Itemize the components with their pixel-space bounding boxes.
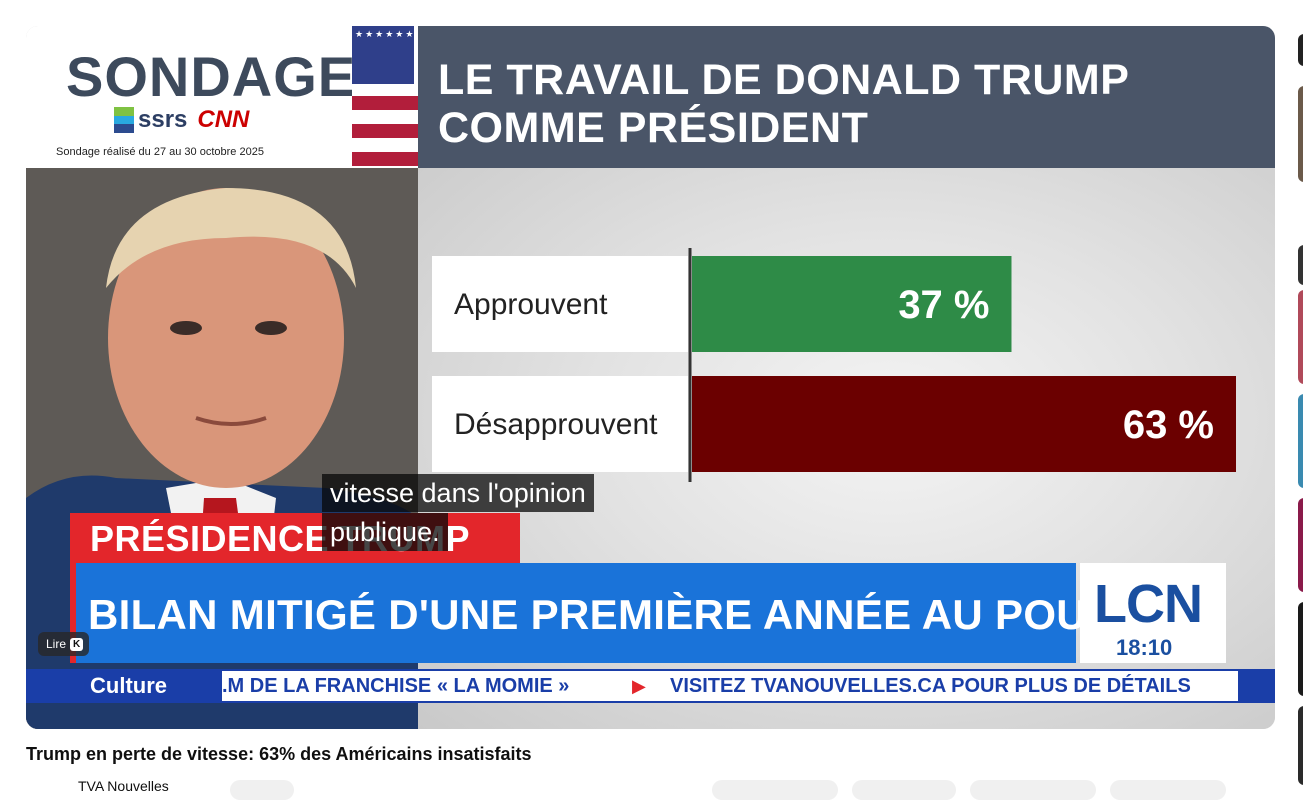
video-title: Trump en perte de vitesse: 63% des Améri… bbox=[26, 744, 532, 764]
bar bbox=[692, 256, 1012, 352]
bar-label-box bbox=[432, 376, 688, 472]
value-label: 63 % bbox=[1123, 403, 1214, 447]
sidebar-thumbnail[interactable] bbox=[1298, 290, 1303, 384]
keyboard-key-k: K bbox=[70, 637, 84, 651]
caption-line: publique. bbox=[322, 513, 448, 551]
ticker-category: Culture bbox=[90, 673, 167, 698]
banner-accent bbox=[70, 563, 76, 663]
value-label: 37 % bbox=[898, 283, 989, 327]
poll-header-box: SONDAGE ssrs CNN Sondage réalisé du 27 a… bbox=[26, 26, 355, 168]
category-label: Approuvent bbox=[454, 288, 608, 321]
broadcast-time: 18:10 bbox=[1116, 635, 1173, 660]
sidebar-thumbnail[interactable] bbox=[1298, 498, 1303, 592]
poll-date: Sondage réalisé du 27 au 30 octobre 2025 bbox=[56, 146, 264, 158]
save-button[interactable] bbox=[970, 780, 1096, 800]
sidebar-thumbnail[interactable] bbox=[1298, 34, 1303, 66]
main-banner: BILAN MITIGÉ D'UNE PREMIÈRE ANNÉE AU POU… bbox=[76, 563, 1191, 663]
like-button[interactable] bbox=[712, 780, 838, 800]
headline: LE TRAVAIL DE DONALD TRUMP COMME PRÉSIDE… bbox=[438, 56, 1129, 152]
ssrs-label: ssrs bbox=[138, 106, 188, 133]
poll-title: SONDAGE bbox=[66, 45, 357, 108]
channel-name[interactable]: TVA Nouvelles bbox=[78, 778, 169, 794]
category-label: Désapprouvent bbox=[454, 408, 658, 441]
flag-stripe bbox=[352, 152, 418, 166]
caption-line: vitesse dans l'opinion bbox=[322, 474, 594, 512]
ssrs-cnn-logo: ssrs CNN bbox=[114, 106, 249, 134]
subscribe-button[interactable] bbox=[230, 780, 294, 800]
bar bbox=[692, 376, 1236, 472]
us-flag-icon: ★★★★★★★★★★★★★★★★★★★★★★★★★★★★★★ bbox=[352, 26, 418, 168]
cnn-logo: CNN bbox=[197, 106, 250, 133]
section-banner: PRÉSIDENCE TRUMP bbox=[70, 513, 520, 563]
sidebar-thumbnail[interactable] bbox=[1298, 706, 1303, 785]
read-label: Lire bbox=[46, 637, 67, 651]
lcn-logo: LCN bbox=[1094, 574, 1203, 634]
share-button[interactable] bbox=[852, 780, 956, 800]
read-shortcut-button[interactable]: Lire K bbox=[38, 632, 90, 656]
news-ticker: Culture .M DE LA FRANCHISE « LA MOMIE » … bbox=[26, 669, 1275, 703]
flag-stripe bbox=[352, 96, 418, 110]
sidebar-thumbnail[interactable] bbox=[1298, 245, 1303, 285]
ssrs-mark-icon bbox=[114, 107, 134, 133]
flag-stripe bbox=[352, 124, 418, 138]
play-arrow-icon: ▶ bbox=[632, 676, 646, 696]
bar-label-box bbox=[432, 256, 688, 352]
sidebar-thumbnail[interactable] bbox=[1298, 602, 1303, 696]
ticker-strip: .M DE LA FRANCHISE « LA MOMIE » ▶ VISITE… bbox=[222, 671, 1238, 701]
bar-chart: Approuvent 37 % Désapprouvent 63 % bbox=[432, 248, 1236, 482]
headline-box: LE TRAVAIL DE DONALD TRUMP COMME PRÉSIDE… bbox=[418, 26, 1275, 168]
closed-captions: vitesse dans l'opinion publique. bbox=[322, 474, 594, 551]
sidebar-thumbnail[interactable] bbox=[1298, 394, 1303, 488]
ticker-text: .M DE LA FRANCHISE « LA MOMIE » bbox=[222, 675, 570, 697]
clip-button[interactable] bbox=[1110, 780, 1226, 800]
video-player[interactable]: SONDAGE ssrs CNN Sondage réalisé du 27 a… bbox=[26, 26, 1275, 729]
ticker-text: VISITEZ TVANOUVELLES.CA POUR PLUS DE DÉT… bbox=[670, 675, 1191, 697]
main-banner-label: BILAN MITIGÉ D'UNE PREMIÈRE ANNÉE AU POU… bbox=[88, 591, 1191, 638]
lcn-logo-box: LCN 18:10 bbox=[1080, 563, 1226, 663]
sidebar-thumbnail[interactable] bbox=[1298, 86, 1303, 182]
flag-stars: ★★★★★★★★★★★★★★★★★★★★★★★★★★★★★★ bbox=[352, 26, 414, 84]
